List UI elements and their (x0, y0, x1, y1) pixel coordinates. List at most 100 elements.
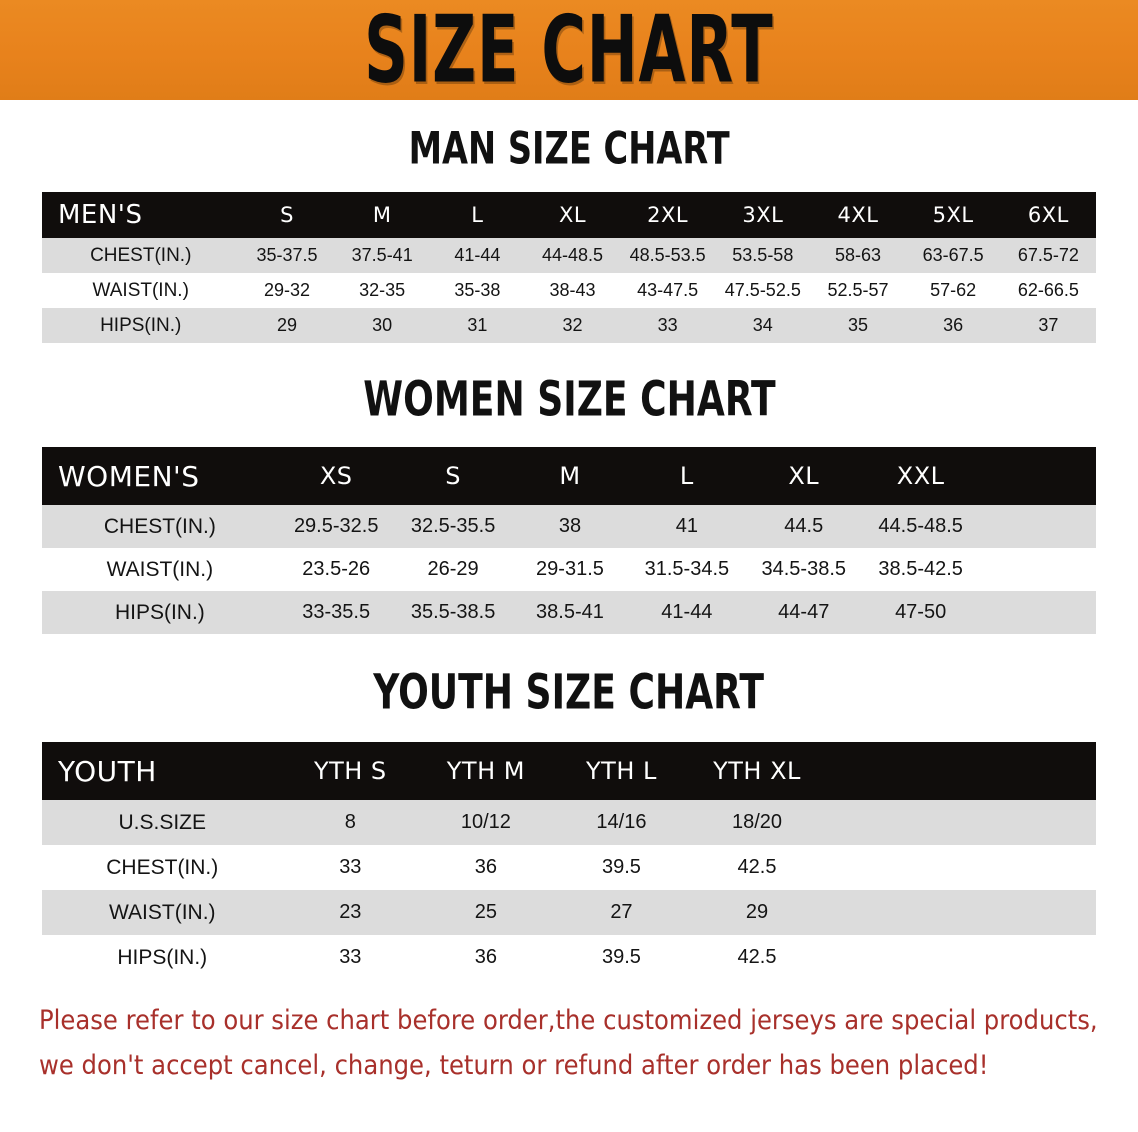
table-cell-spacer (960, 800, 1096, 845)
table-cell: 47-50 (895, 601, 947, 623)
youth-header-spacer (825, 742, 961, 800)
table-cell: 44-47 (778, 601, 830, 623)
youth-row-label: WAIST(IN.) (108, 900, 216, 924)
table-cell: 29.5-32.5 (293, 515, 379, 537)
men-size-column-header: M (372, 203, 392, 227)
table-cell: 58-63 (834, 245, 881, 265)
table-row: CHEST(IN.) 33 36 39.5 42.5 (42, 845, 1096, 890)
table-cell: 43-47.5 (637, 280, 699, 300)
youth-row-label: HIPS(IN.) (117, 945, 208, 969)
table-cell: 38-43 (549, 280, 596, 300)
table-cell: 32.5-35.5 (410, 515, 496, 537)
table-cell-spacer (979, 548, 1096, 591)
table-cell: 34.5-38.5 (761, 558, 847, 580)
table-cell-spacer (825, 890, 961, 935)
table-cell: 44.5-48.5 (878, 515, 963, 537)
men-size-column-header: 6XL (1027, 203, 1069, 227)
youth-row-label: U.S.SIZE (118, 810, 207, 834)
table-cell: 42.5 (737, 856, 777, 878)
table-cell: 10/12 (460, 811, 511, 833)
youth-row-label: CHEST(IN.) (106, 855, 219, 879)
men-size-column-header: 4XL (837, 203, 879, 227)
women-size-column-header: S (445, 462, 461, 490)
table-cell: 44.5 (784, 515, 824, 537)
youth-table-header-row: YOUTH YTH S YTH M YTH L YTH XL (42, 742, 1096, 800)
men-size-column-header: L (471, 203, 484, 227)
women-row-label: WAIST(IN.) (106, 557, 214, 581)
women-header-label: WOMEN'S (58, 459, 200, 493)
table-cell: 32 (562, 315, 583, 335)
table-cell: 35-38 (454, 280, 501, 300)
disclaimer-text: Please refer to our size chart before or… (39, 998, 1099, 1088)
table-row: WAIST(IN.) 23 25 27 29 (42, 890, 1096, 935)
women-size-table: WOMEN'S XS S M L XL XXL CHEST(IN.) 29.5-32.5 32.5… (42, 447, 1096, 634)
table-cell: 42.5 (737, 946, 777, 968)
table-cell: 41-44 (661, 601, 713, 623)
men-size-column-header: 2XL (647, 203, 689, 227)
youth-size-table: YOUTH YTH S YTH M YTH L YTH XL U.S.SIZE 8 10/12… (42, 742, 1096, 980)
table-cell: 57-62 (930, 280, 977, 300)
table-row: U.S.SIZE 8 10/12 14/16 18/20 (42, 800, 1096, 845)
man-section-title: MAN SIZE CHART (0, 123, 1138, 175)
youth-size-column-header: YTH S (313, 757, 387, 785)
youth-header-spacer (960, 742, 1096, 800)
women-header-spacer (979, 447, 1096, 505)
table-row: WAIST(IN.) 23.5-26 26-29 29-31.5 31.5-34.5 34… (42, 548, 1096, 591)
women-row-label: HIPS(IN.) (114, 600, 205, 624)
men-row-label: HIPS(IN.) (100, 314, 182, 336)
table-cell: 35 (847, 315, 868, 335)
man-section-title-text: MAN SIZE CHART (408, 123, 730, 175)
table-cell: 52.5-57 (827, 280, 889, 300)
table-row: WAIST(IN.) 29-32 32-35 35-38 38-43 43-47.5 47.… (42, 273, 1096, 308)
youth-size-table-wrapper: YOUTH YTH S YTH M YTH L YTH XL U.S.SIZE 8 10/12… (42, 742, 1096, 980)
table-cell-spacer (979, 505, 1096, 548)
table-row: HIPS(IN.) 29 30 31 32 33 34 35 36 37 (42, 308, 1096, 343)
table-cell: 26-29 (427, 558, 479, 580)
youth-size-column-header: YTH M (446, 757, 525, 785)
table-cell: 39.5 (601, 856, 641, 878)
table-row: CHEST(IN.) 35-37.5 37.5-41 41-44 44-48.5 48.5… (42, 238, 1096, 273)
table-cell: 33 (339, 946, 362, 968)
table-cell: 48.5-53.5 (629, 245, 706, 265)
table-cell: 44-48.5 (541, 245, 604, 265)
table-cell: 29-32 (264, 280, 311, 300)
table-cell: 27 (610, 901, 633, 923)
table-cell: 29 (745, 901, 769, 923)
table-cell: 32-35 (359, 280, 406, 300)
table-cell: 33-35.5 (302, 601, 371, 623)
table-cell: 67.5-72 (1017, 245, 1079, 265)
youth-size-column-header: YTH XL (713, 757, 801, 785)
table-cell: 31 (467, 315, 488, 335)
women-size-column-header: M (559, 462, 581, 490)
table-cell: 33 (657, 315, 678, 335)
table-cell: 36 (943, 315, 964, 335)
table-cell: 23.5-26 (302, 558, 371, 580)
men-size-table: MEN'S S M L XL 2XL 3XL 4XL 5XL 6XL CHEST(IN.) 35-37… (42, 192, 1096, 343)
table-cell: 37 (1038, 315, 1059, 335)
men-table-header-row: MEN'S S M L XL 2XL 3XL 4XL 5XL 6XL (42, 192, 1096, 238)
youth-section-title: YOUTH SIZE CHART (0, 665, 1138, 721)
table-cell: 18/20 (731, 811, 783, 833)
women-size-column-header: XL (788, 462, 820, 490)
men-size-column-header: 5XL (932, 203, 974, 227)
table-cell-spacer (960, 935, 1096, 980)
women-section-title: WOMEN SIZE CHART (0, 372, 1138, 428)
table-cell-spacer (825, 800, 961, 845)
table-cell: 38.5-41 (536, 601, 604, 623)
table-cell: 29-31.5 (536, 558, 604, 580)
men-size-column-header: XL (558, 203, 587, 227)
women-row-label: CHEST(IN.) (103, 514, 216, 538)
table-cell: 41 (675, 515, 698, 537)
table-row: HIPS(IN.) 33 36 39.5 42.5 (42, 935, 1096, 980)
men-row-label: WAIST(IN.) (92, 279, 189, 301)
men-header-label: MEN'S (58, 200, 143, 230)
table-cell: 14/16 (596, 811, 647, 833)
table-cell: 29 (277, 315, 298, 335)
table-cell: 47.5-52.5 (724, 280, 801, 300)
table-row: CHEST(IN.) 29.5-32.5 32.5-35.5 38 41 44.5 44.5… (42, 505, 1096, 548)
women-size-column-header: L (679, 462, 694, 490)
women-section-title-text: WOMEN SIZE CHART (362, 372, 776, 428)
youth-section-title-text: YOUTH SIZE CHART (373, 665, 765, 721)
table-cell: 62-66.5 (1017, 280, 1079, 300)
men-row-label: CHEST(IN.) (90, 244, 192, 266)
